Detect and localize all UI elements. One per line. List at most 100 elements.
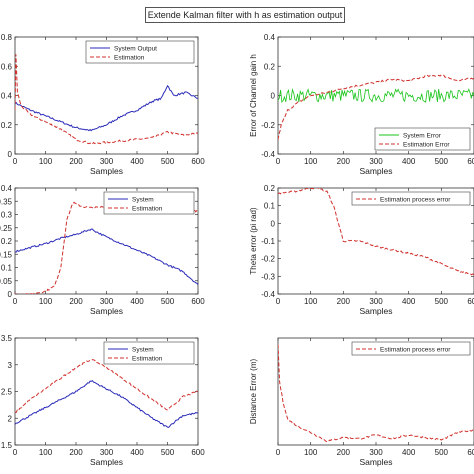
- series-line-1: [15, 84, 198, 132]
- x-tick-label: 200: [337, 157, 351, 166]
- legend-box: [85, 40, 195, 64]
- y-tick-label: 0.3: [1, 211, 13, 220]
- x-tick-label: 100: [304, 157, 318, 166]
- x-tick-label: 500: [435, 157, 449, 166]
- legend-box: [351, 341, 471, 356]
- x-tick-label: 100: [39, 297, 53, 306]
- x-tick-label: 400: [402, 297, 416, 306]
- series-line-1: [278, 88, 474, 104]
- legend-label: Estimation: [132, 356, 163, 363]
- y-tick-label: 0.4: [264, 33, 276, 42]
- y-tick-label: -0.2: [261, 121, 275, 130]
- legend-label: Estimation: [114, 55, 145, 62]
- x-tick-label: 300: [369, 157, 383, 166]
- plot-area: [277, 187, 474, 295]
- x-tick-label: 500: [435, 297, 449, 306]
- y-tick-label: 0.2: [264, 184, 276, 193]
- y-tick-label: 0.25: [0, 224, 13, 233]
- series-line-1: [15, 380, 198, 428]
- y-tick-label: 0.6: [1, 62, 13, 71]
- x-tick-label: 0: [13, 448, 18, 457]
- series-line-2: [15, 359, 198, 414]
- x-tick-label: 0: [276, 448, 281, 457]
- y-tick-label: 0.1: [1, 264, 13, 273]
- x-tick-label: 300: [369, 297, 383, 306]
- y-tick-label: -0.2: [261, 255, 275, 264]
- chart-panel-3: 0 100 200 300 400 500 600 0 0.05 0.1 0.15 0.2 0.25 0.…: [0, 184, 205, 316]
- legend-label: Estimation process error: [380, 347, 451, 354]
- x-tick-label: 200: [337, 297, 351, 306]
- chart-panel-1: 0 100 200 300 400 500 600 0 0.2 0.4 0.6 0.8 Samples S…: [1, 33, 205, 176]
- y-tick-label: 1.5: [1, 441, 13, 450]
- x-tick-label: 0: [13, 297, 18, 306]
- legend: System Estimation: [103, 191, 195, 215]
- legend: Estimation process error: [351, 191, 471, 206]
- x-tick-label: 300: [100, 157, 114, 166]
- x-tick-label: 500: [161, 297, 175, 306]
- x-tick-label: 400: [402, 157, 416, 166]
- x-tick-label: 400: [130, 157, 144, 166]
- y-tick-label: 0.4: [1, 184, 13, 193]
- y-tick-label: 0.2: [1, 237, 13, 246]
- y-tick-label: 0.2: [1, 121, 13, 130]
- y-tick-label: 0.8: [1, 33, 13, 42]
- y-tick-label: 0.35: [0, 197, 13, 206]
- y-tick-label: 2: [8, 414, 13, 423]
- series-line-2: [15, 54, 198, 145]
- x-tick-label: 600: [191, 297, 205, 306]
- legend-label: Estimation: [132, 206, 163, 213]
- y-tick-label: 0: [8, 150, 13, 159]
- chart-panel-5: 0 100 200 300 400 500 600 1.5 2 2.5 3 3.5 Samples Sys…: [1, 334, 205, 467]
- y-axis-label: Error of Channel gain h: [249, 54, 258, 137]
- x-tick-label: 100: [304, 297, 318, 306]
- y-tick-label: 0: [8, 290, 13, 299]
- y-tick-label: 3: [8, 361, 13, 370]
- x-tick-label: 600: [467, 448, 474, 457]
- y-tick-label: -0.1: [261, 237, 275, 246]
- x-axis-label: Samples: [359, 166, 392, 176]
- x-tick-label: 300: [100, 448, 114, 457]
- chart-panel-4: 0 100 200 300 400 500 600 -0.4 -0.3 -0.2 -0.1 0 0.1 0…: [249, 184, 474, 316]
- y-tick-label: -0.4: [261, 290, 275, 299]
- legend: System Estimation: [103, 341, 195, 365]
- legend-label: System: [132, 197, 154, 204]
- legend: System Output Estimation: [85, 40, 195, 64]
- y-axis-label: Theta error (pi rad): [249, 207, 258, 274]
- legend-label: Estimation process error: [380, 197, 451, 204]
- x-tick-label: 200: [69, 297, 83, 306]
- legend-label: System: [132, 347, 154, 354]
- x-tick-label: 200: [69, 157, 83, 166]
- legend: System Error Estimation Error: [374, 127, 471, 151]
- x-tick-label: 100: [304, 448, 318, 457]
- x-tick-label: 400: [130, 448, 144, 457]
- legend: Estimation process error: [351, 341, 471, 356]
- x-tick-label: 500: [161, 448, 175, 457]
- x-tick-label: 100: [39, 157, 53, 166]
- x-tick-label: 300: [100, 297, 114, 306]
- y-tick-label: 0: [271, 92, 276, 101]
- series-line-2: [278, 74, 474, 140]
- chart-panel-6: 0 100 200 300 400 500 600 Samples Distance Error…: [249, 337, 474, 467]
- x-tick-label: 400: [130, 297, 144, 306]
- legend-label: System Error: [403, 133, 442, 140]
- y-tick-label: 3.5: [1, 334, 13, 343]
- x-tick-label: 200: [69, 448, 83, 457]
- y-tick-label: 0.1: [264, 202, 276, 211]
- y-tick-label: 0.05: [0, 277, 13, 286]
- y-tick-label: -0.3: [261, 272, 275, 281]
- series-line-1: [15, 228, 198, 286]
- y-tick-label: 0.4: [1, 92, 13, 101]
- legend-label: Estimation Error: [403, 142, 450, 149]
- x-tick-label: 300: [369, 448, 383, 457]
- x-tick-label: 600: [191, 448, 205, 457]
- y-tick-label: 0.15: [0, 250, 13, 259]
- y-tick-label: 0.2: [264, 62, 276, 71]
- x-tick-label: 500: [161, 157, 175, 166]
- y-tick-label: -0.4: [261, 150, 275, 159]
- x-tick-label: 400: [402, 448, 416, 457]
- y-axis-label: Distance Error (m): [249, 358, 258, 424]
- x-tick-label: 200: [337, 448, 351, 457]
- x-tick-label: 500: [435, 448, 449, 457]
- y-tick-label: 0: [271, 219, 276, 228]
